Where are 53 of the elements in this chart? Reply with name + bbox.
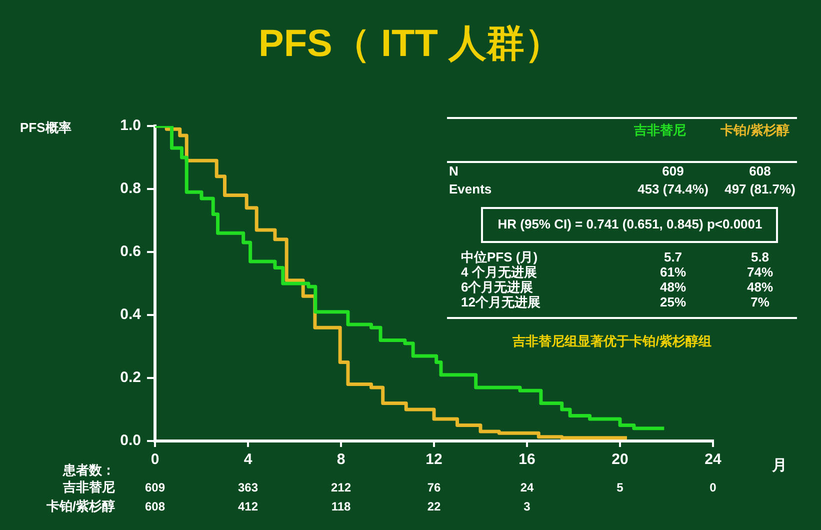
- y-tick-label: 0.0: [120, 432, 141, 450]
- x-tick-label: 16: [518, 451, 536, 468]
- chart-title: PFS（ ITT 人群）: [258, 22, 564, 67]
- text: 5.8: [750, 250, 770, 265]
- text: 0: [710, 480, 717, 494]
- annotation: HR (95% CI) = 0.741 (0.651, 0.845) p<0.0001: [498, 216, 762, 232]
- annotation: 48%: [660, 280, 686, 295]
- text: 118: [331, 499, 352, 514]
- annotation: Events: [449, 182, 492, 197]
- text: 412: [238, 499, 258, 514]
- text: 76: [427, 480, 441, 494]
- text: 吉非替尼: [62, 480, 115, 495]
- y-tick-label: 0.8: [120, 180, 141, 198]
- x-tick-label: 12: [426, 451, 442, 468]
- y-tick-label: 0.6: [120, 243, 141, 260]
- text: 608: [749, 164, 771, 179]
- x-axis-title: 月: [772, 456, 787, 475]
- text: 吉非替尼: [633, 122, 686, 138]
- annotation: 中位PFS (月): [461, 250, 538, 265]
- text: 3: [524, 499, 531, 514]
- x-tick-label: 0: [150, 451, 160, 468]
- annotation: 6个月无进展: [461, 280, 534, 295]
- x-tick-label: 20: [612, 451, 628, 468]
- annotation: 12个月无进展: [461, 294, 540, 310]
- text: 7%: [750, 294, 770, 310]
- x-tick-label: 8: [336, 451, 346, 468]
- text: 24: [520, 480, 534, 494]
- x-tick-label: 24: [704, 451, 722, 468]
- text: 212: [330, 480, 352, 494]
- text: 74%: [746, 264, 774, 280]
- x-tick-label: 4: [244, 451, 253, 468]
- y-tick-label: 1.0: [120, 117, 141, 134]
- y-axis-title: PFS概率: [20, 119, 72, 137]
- annotation: N: [449, 164, 458, 179]
- text: 363: [238, 480, 258, 494]
- text: 609: [144, 480, 166, 494]
- text: 5: [616, 480, 624, 494]
- annotation: 25%: [660, 294, 686, 310]
- text: 卡铂/紫杉醇: [45, 498, 115, 514]
- text: 患者数：: [62, 462, 115, 478]
- annotation: 453 (74.4%): [638, 182, 708, 197]
- text: 497 (81.7%): [724, 182, 796, 197]
- text: 608: [144, 499, 166, 514]
- text: 48%: [746, 280, 774, 295]
- y-tick-label: 0.4: [120, 306, 142, 324]
- annotation: 吉非替尼组显著优于卡铂/紫杉醇组: [512, 334, 712, 349]
- annotation: 4 个月无进展: [461, 264, 537, 280]
- y-tick-label: 0.2: [120, 369, 141, 386]
- text: 卡铂/紫杉醇: [720, 122, 790, 138]
- annotation: 5.7: [664, 250, 682, 265]
- annotation: 61%: [660, 264, 686, 280]
- annotation: 609: [662, 164, 684, 179]
- text: 22: [427, 499, 441, 514]
